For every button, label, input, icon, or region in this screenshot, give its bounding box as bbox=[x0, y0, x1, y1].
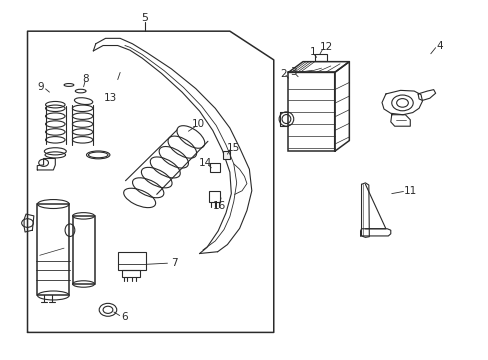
Text: 10: 10 bbox=[191, 120, 204, 129]
Text: 1: 1 bbox=[309, 47, 315, 57]
Text: 11: 11 bbox=[403, 186, 416, 197]
Bar bbox=[315, 54, 327, 61]
Bar bbox=[222, 151, 230, 159]
Text: 8: 8 bbox=[82, 74, 89, 84]
Text: 15: 15 bbox=[227, 143, 240, 153]
Text: 7: 7 bbox=[171, 258, 177, 268]
Text: 3: 3 bbox=[289, 67, 296, 77]
Text: 14: 14 bbox=[199, 158, 212, 168]
Bar bbox=[37, 204, 69, 296]
Text: 12: 12 bbox=[319, 42, 332, 52]
Text: 6: 6 bbox=[122, 312, 128, 322]
Bar bbox=[209, 192, 220, 202]
Text: 16: 16 bbox=[212, 201, 225, 211]
Bar bbox=[288, 72, 334, 151]
Bar bbox=[118, 252, 146, 270]
Bar bbox=[122, 270, 140, 277]
Bar bbox=[73, 216, 95, 284]
Bar bbox=[210, 163, 220, 172]
Text: 2: 2 bbox=[280, 69, 286, 79]
Text: 13: 13 bbox=[103, 93, 117, 103]
Text: 4: 4 bbox=[435, 41, 442, 50]
Text: 9: 9 bbox=[37, 82, 44, 93]
Text: 5: 5 bbox=[141, 13, 148, 23]
